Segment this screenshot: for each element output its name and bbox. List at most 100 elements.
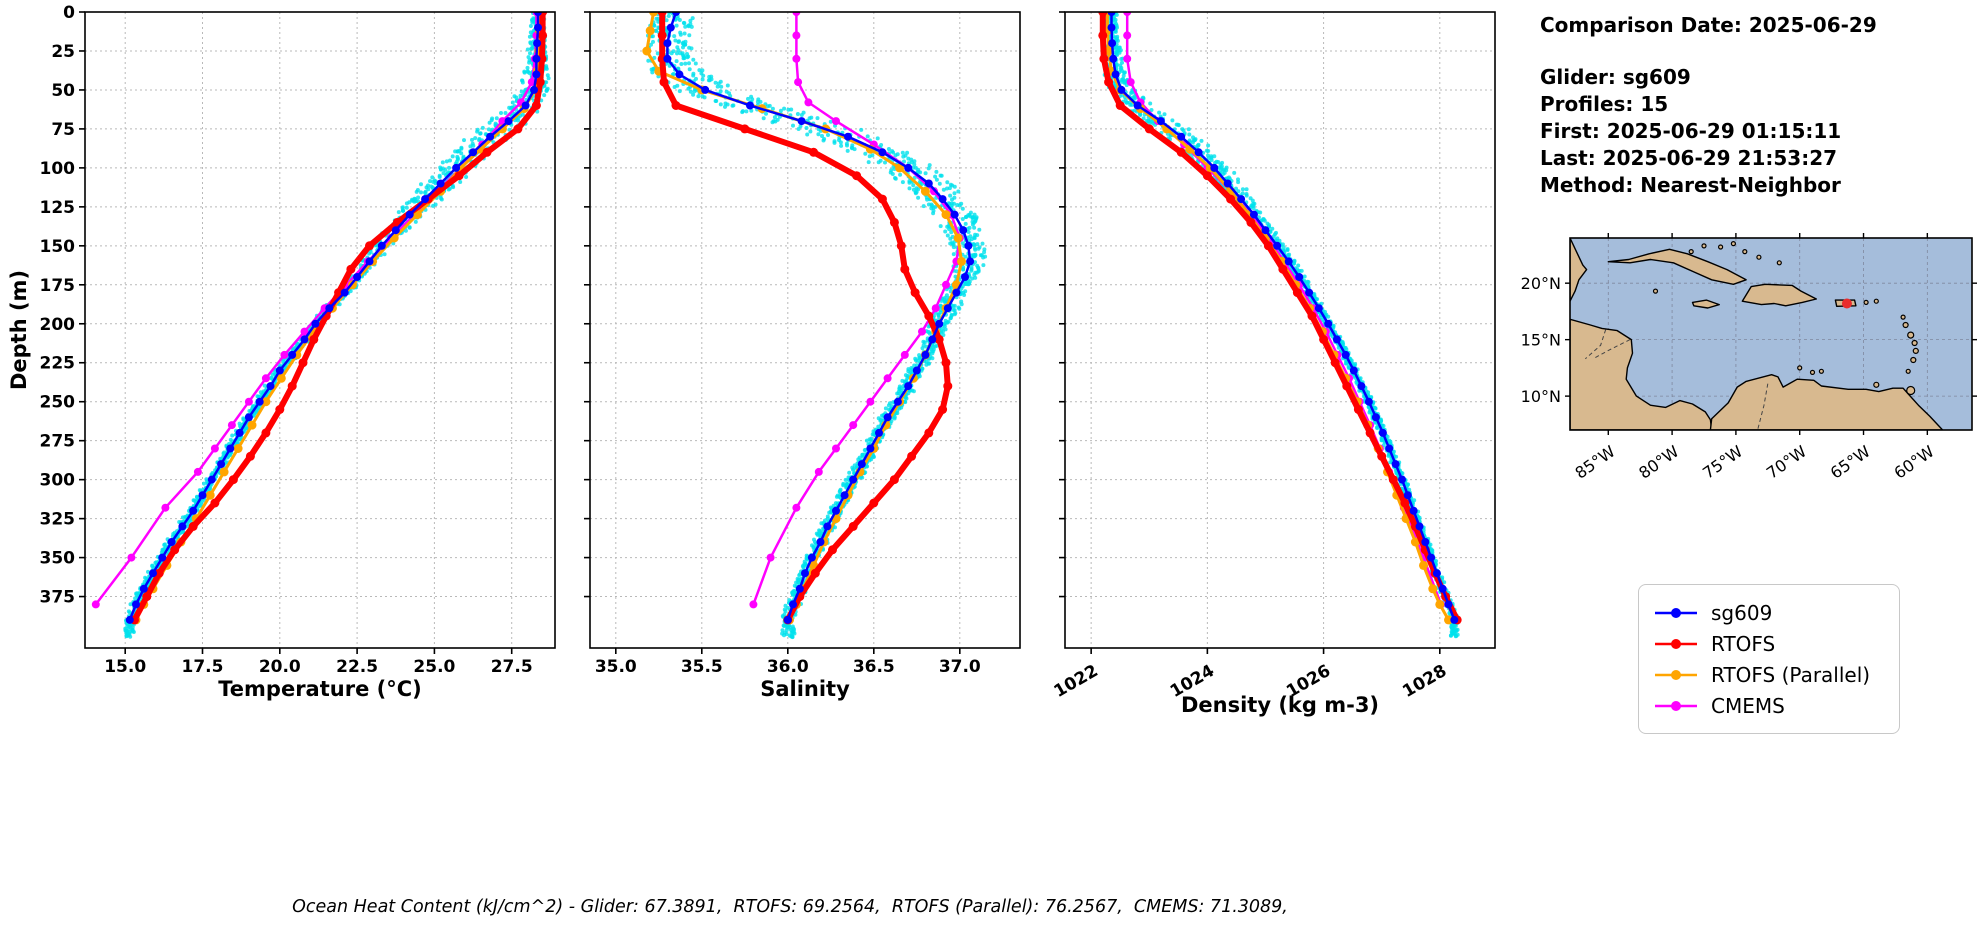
map-landmass [1570, 318, 1713, 430]
glider-id-text: Glider: sg609 [1540, 65, 1691, 89]
y-tick-label: 100 [40, 159, 76, 179]
legend-line-marker-icon [1655, 669, 1697, 680]
map-landmass [1741, 283, 1817, 307]
y-tick-label: 200 [40, 315, 76, 335]
map-lat-label: 15°N [1521, 331, 1561, 350]
plot-area-salinity-profile [642, 12, 988, 640]
y-tick-label: 175 [40, 276, 76, 296]
map-landmass [1691, 299, 1720, 309]
x-axis-label: Salinity [760, 677, 850, 701]
plot-area-density-profile [1098, 12, 1462, 639]
map-island [1776, 260, 1782, 266]
map-lat-label: 10°N [1521, 387, 1561, 406]
x-tick-label: 15.0 [104, 657, 146, 677]
metadata-spacer [1540, 39, 1877, 64]
glider-scatter-cloud [123, 12, 551, 639]
map-island [1652, 288, 1659, 294]
x-tick-label: 36.0 [767, 657, 809, 677]
location-map: 85°W 80°W 75°W 70°W 65°W 60°W 20°N 15°N 10°N [1521, 233, 1977, 483]
map-island [1900, 314, 1906, 320]
first-profile-text: First: 2025-06-29 01:15:11 [1540, 119, 1842, 143]
last-profile-text: Last: 2025-06-29 21:53:27 [1540, 146, 1838, 170]
map-island [1912, 347, 1919, 354]
map-island [1809, 369, 1816, 375]
map-landmass [1709, 374, 1944, 430]
map-landmass [1570, 238, 1588, 302]
map-island [1797, 365, 1803, 371]
y-tick-label: 300 [40, 471, 76, 491]
y-tick-label: 250 [40, 393, 76, 413]
series-rtofs-parallel- [1102, 12, 1453, 625]
map-lat-label: 20°N [1521, 274, 1561, 293]
map-island [1910, 356, 1917, 364]
series-rtofs [130, 12, 548, 625]
glider-location-marker [1841, 298, 1852, 309]
map-island [1907, 331, 1915, 339]
method-text: Method: Nearest-Neighbor [1540, 173, 1841, 197]
x-axis-label: Temperature (°C) [218, 677, 421, 701]
map-island [1906, 385, 1916, 396]
y-tick-label: 375 [40, 588, 76, 608]
y-tick-label: 125 [40, 198, 76, 218]
x-tick-label: 1022 [1051, 661, 1102, 702]
comparison-date-text: Comparison Date: 2025-06-29 [1540, 13, 1877, 37]
map-island [1818, 368, 1825, 374]
map-lon-label: 85°W [1571, 442, 1618, 483]
map-island [1902, 321, 1909, 329]
series-rtofs-parallel- [131, 12, 544, 625]
y-tick-label: 350 [40, 549, 76, 569]
series-sg609 [1107, 12, 1459, 624]
map-island [1701, 243, 1707, 249]
legend-label: CMEMS [1711, 693, 1785, 718]
legend-item: RTOFS [1653, 628, 1885, 659]
x-tick-label: 37.0 [939, 657, 981, 677]
y-tick-label: 325 [40, 510, 76, 530]
x-tick-label: 35.5 [681, 657, 723, 677]
plot-area-temperature-profile [91, 12, 551, 639]
legend-item: sg609 [1653, 597, 1885, 628]
map-lon-label: 80°W [1635, 442, 1682, 483]
y-tick-label: 225 [40, 354, 76, 374]
y-tick-label: 275 [40, 432, 76, 452]
map-lon-label: 75°W [1699, 442, 1746, 483]
map-landmass [1607, 248, 1747, 285]
map-island [1730, 241, 1737, 247]
ocean-heat-content-caption: Ocean Heat Content (kJ/cm^2) - Glider: 6… [292, 897, 1288, 917]
y-tick-label: 150 [40, 237, 76, 257]
legend-line-marker-icon [1655, 700, 1697, 711]
x-tick-label: 22.5 [336, 657, 378, 677]
x-tick-label: 35.0 [595, 657, 637, 677]
series-sg609 [663, 12, 975, 624]
map-island [1688, 249, 1694, 255]
map-island [1717, 244, 1724, 250]
map-lon-label: 60°W [1891, 442, 1938, 483]
legend-label: RTOFS [1711, 631, 1776, 656]
glider-scatter-cloud [1102, 12, 1460, 639]
series-rtofs [1098, 12, 1462, 625]
series-sg609 [125, 12, 542, 624]
profiles-count-text: Profiles: 15 [1540, 92, 1669, 116]
legend-line-marker-icon [1655, 638, 1697, 649]
x-tick-label: 1028 [1399, 661, 1450, 702]
x-tick-label: 20.0 [259, 657, 301, 677]
chart-salinity-profile: 35.0 35.5 36.0 36.5 37.0 Salinity [584, 11, 1021, 701]
metadata-panel: Comparison Date: 2025-06-29 Glider: sg60… [1540, 12, 1877, 199]
x-axis-label: Density (kg m-3) [1181, 693, 1379, 717]
series-rtofs [657, 12, 953, 625]
y-tick-label: 75 [51, 120, 75, 140]
y-tick-label: 50 [51, 81, 75, 101]
legend: sg609 RTOFS RTOFS (Parallel) CMEMS [1638, 584, 1900, 734]
x-tick-label: 25.0 [413, 657, 455, 677]
map-island [1756, 254, 1762, 260]
map-island [1873, 298, 1879, 304]
map-island [1873, 381, 1880, 388]
map-island [1742, 249, 1748, 255]
legend-label: RTOFS (Parallel) [1711, 662, 1871, 687]
map-lon-label: 70°W [1763, 442, 1810, 483]
series-rtofs-parallel- [642, 12, 966, 625]
y-axis-label: Depth (m) [7, 270, 31, 390]
map-island [1911, 339, 1918, 347]
legend-label: sg609 [1711, 600, 1773, 625]
